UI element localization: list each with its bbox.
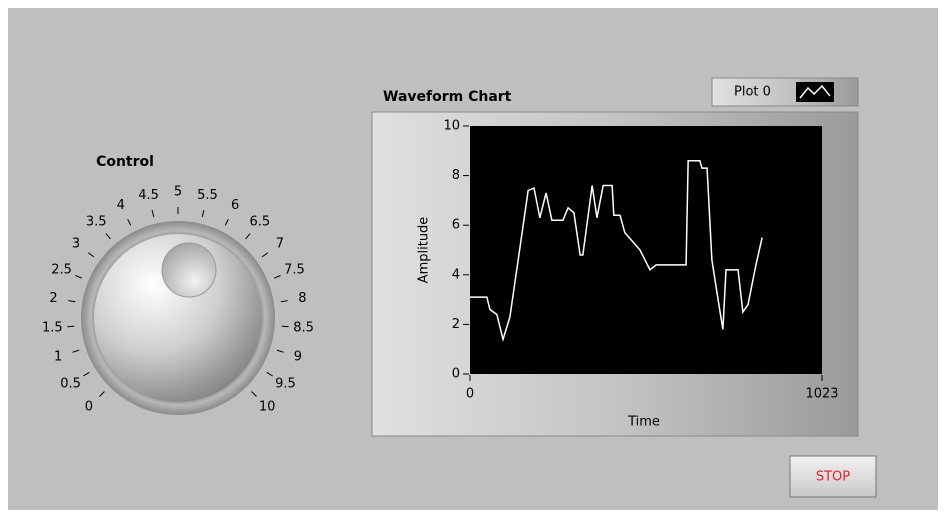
knob-tick-label: 1.5 xyxy=(42,320,63,335)
knob-grip xyxy=(162,243,216,297)
y-tick-label: 8 xyxy=(452,168,460,183)
y-tick-label: 6 xyxy=(452,218,460,233)
x-tick-label: 1023 xyxy=(805,387,838,402)
page: Control Waveform Chart Plot 0 Amplitude … xyxy=(0,0,946,519)
legend-label: Plot 0 xyxy=(734,85,771,100)
knob-tick-label: 2 xyxy=(49,291,57,306)
knob-tick-label: 3.5 xyxy=(86,215,107,230)
knob-tick-label: 0.5 xyxy=(60,376,81,391)
knob-tick-label: 8.5 xyxy=(293,320,314,335)
stop-button[interactable]: STOP xyxy=(790,456,876,497)
knob-tick-label: 8 xyxy=(298,291,306,306)
knob-tick-label: 0 xyxy=(85,400,93,415)
knob-tick-label: 6.5 xyxy=(249,215,270,230)
knob-tick-label: 4.5 xyxy=(138,188,159,203)
knob-tick-label: 9 xyxy=(294,349,302,364)
chart-title: Waveform Chart xyxy=(383,89,512,105)
y-tick-label: 2 xyxy=(452,317,460,332)
knob-tick xyxy=(282,326,289,327)
y-tick-label: 10 xyxy=(443,119,460,134)
knob-tick-label: 7.5 xyxy=(284,262,305,277)
y-tick-label: 4 xyxy=(452,267,460,282)
knob[interactable] xyxy=(81,221,275,415)
knob-tick-label: 1 xyxy=(54,349,62,364)
y-tick-label: 0 xyxy=(452,367,460,382)
knob-tick-label: 3 xyxy=(72,236,80,251)
knob-tick-label: 4 xyxy=(117,198,125,213)
knob-tick-label: 5 xyxy=(174,185,182,200)
x-axis-label: Time xyxy=(627,415,660,430)
front-panel: Control Waveform Chart Plot 0 Amplitude … xyxy=(0,0,946,519)
knob-tick-label: 6 xyxy=(231,198,239,213)
stop-button-label[interactable]: STOP xyxy=(816,470,850,485)
plot-area xyxy=(470,126,822,374)
knob-tick-label: 10 xyxy=(259,400,276,415)
knob-tick-label: 2.5 xyxy=(51,262,72,277)
x-tick-label: 0 xyxy=(466,387,474,402)
y-axis-label: Amplitude xyxy=(417,217,432,284)
knob-tick-label: 9.5 xyxy=(275,376,296,391)
knob-label: Control xyxy=(96,154,154,170)
knob-tick-label: 5.5 xyxy=(197,188,218,203)
knob-tick-label: 7 xyxy=(276,236,284,251)
knob-tick xyxy=(67,326,74,327)
